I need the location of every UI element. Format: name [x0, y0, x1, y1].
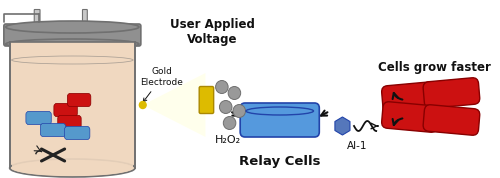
Ellipse shape: [10, 159, 135, 177]
Text: AI-1: AI-1: [346, 141, 367, 151]
FancyBboxPatch shape: [58, 115, 81, 129]
Circle shape: [228, 87, 240, 100]
Circle shape: [220, 101, 232, 114]
Polygon shape: [335, 117, 350, 135]
Ellipse shape: [6, 39, 139, 49]
Text: H₂O₂: H₂O₂: [214, 135, 240, 145]
Bar: [12, 60, 133, 168]
FancyBboxPatch shape: [26, 111, 52, 125]
Bar: [10, 42, 135, 168]
Circle shape: [216, 80, 228, 93]
FancyBboxPatch shape: [423, 78, 480, 108]
Polygon shape: [143, 73, 206, 137]
FancyBboxPatch shape: [382, 102, 438, 132]
FancyBboxPatch shape: [82, 9, 87, 85]
Ellipse shape: [12, 160, 133, 176]
Text: Cells grow faster: Cells grow faster: [378, 62, 490, 75]
FancyBboxPatch shape: [423, 105, 480, 135]
FancyBboxPatch shape: [199, 87, 214, 114]
Ellipse shape: [12, 56, 133, 64]
Text: Gold
Electrode: Gold Electrode: [140, 67, 184, 102]
FancyBboxPatch shape: [68, 93, 91, 107]
FancyBboxPatch shape: [54, 103, 78, 117]
FancyBboxPatch shape: [64, 126, 90, 140]
FancyBboxPatch shape: [34, 9, 40, 70]
Circle shape: [233, 104, 245, 117]
FancyBboxPatch shape: [382, 82, 438, 112]
Circle shape: [140, 101, 146, 109]
Circle shape: [224, 116, 236, 130]
FancyBboxPatch shape: [240, 103, 320, 137]
Text: Relay Cells: Relay Cells: [239, 156, 320, 169]
Ellipse shape: [6, 21, 139, 33]
Ellipse shape: [246, 107, 314, 115]
Polygon shape: [143, 73, 206, 137]
FancyBboxPatch shape: [4, 24, 141, 46]
FancyBboxPatch shape: [40, 123, 66, 137]
Text: User Applied
Voltage: User Applied Voltage: [170, 18, 254, 46]
